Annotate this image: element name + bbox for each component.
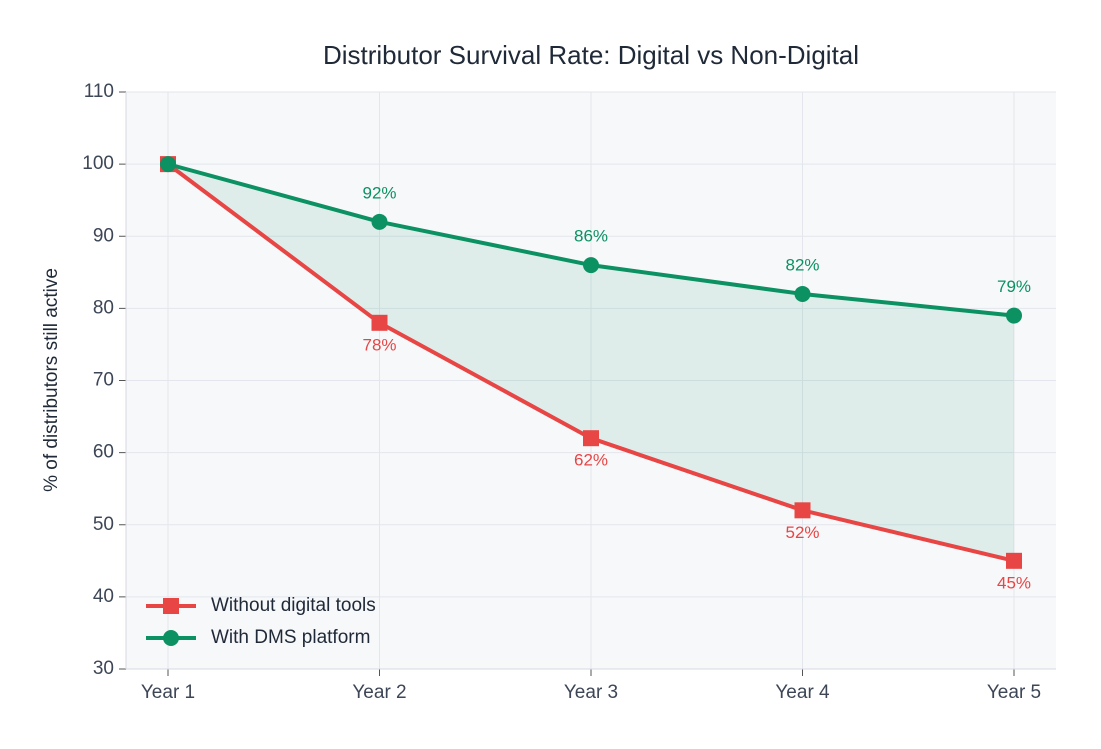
y-tick-label: 60 (93, 442, 114, 463)
marker (371, 314, 388, 331)
value-label: 52% (785, 523, 819, 542)
y-tick-label: 70 (93, 370, 114, 391)
x-tick-label: Year 5 (987, 682, 1041, 703)
chart-title: Distributor Survival Rate: Digital vs No… (323, 40, 859, 70)
y-tick-label: 110 (84, 81, 114, 102)
y-tick-label: 50 (93, 514, 114, 535)
marker (160, 156, 176, 173)
y-tick-label: 30 (93, 658, 114, 679)
fill-between (168, 164, 1014, 561)
value-label: 62% (574, 451, 608, 470)
legend-marker (163, 598, 179, 614)
legend-label: With DMS platform (211, 627, 370, 648)
y-tick-label: 40 (93, 586, 114, 607)
x-tick-label: Year 2 (352, 682, 406, 703)
x-tick-label: Year 1 (141, 682, 195, 703)
marker (371, 213, 388, 230)
x-tick-label: Year 3 (564, 682, 618, 703)
y-axis-label: % of distributors still active (41, 268, 62, 492)
value-label: 86% (574, 227, 608, 246)
marker (583, 257, 599, 274)
marker (794, 285, 811, 302)
value-label: 79% (997, 277, 1031, 296)
marker (794, 502, 811, 519)
marker (1006, 552, 1022, 569)
y-tick-label: 80 (93, 297, 114, 318)
legend-marker (163, 630, 179, 646)
value-label: 82% (785, 255, 819, 274)
y-tick-label: 100 (82, 153, 114, 174)
value-label: 78% (362, 335, 396, 354)
value-label: 92% (362, 183, 396, 202)
value-label: 45% (997, 573, 1031, 592)
legend-label: Without digital tools (211, 595, 376, 616)
y-tick-label: 90 (93, 225, 114, 246)
x-tick-label: Year 4 (775, 682, 830, 703)
marker (1006, 307, 1022, 324)
marker (583, 430, 599, 447)
